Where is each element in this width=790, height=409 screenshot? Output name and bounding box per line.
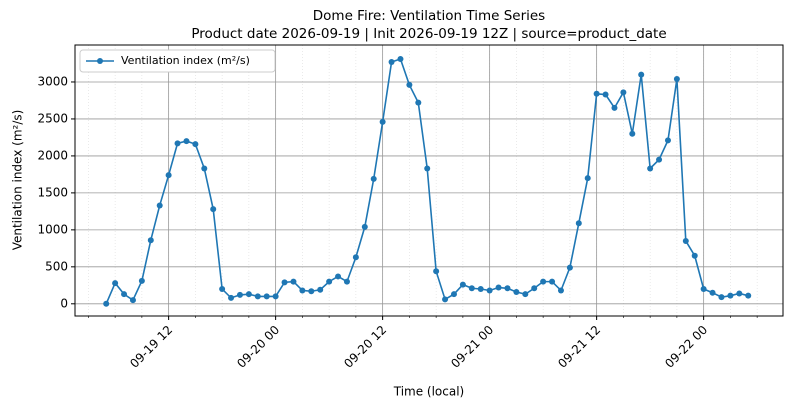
data-point <box>326 278 333 285</box>
data-point <box>138 277 145 284</box>
data-point <box>415 99 422 106</box>
data-point <box>575 220 582 227</box>
y-tick-label: 500 <box>45 259 68 273</box>
data-point <box>192 141 199 148</box>
data-point <box>272 293 279 300</box>
legend-box <box>79 49 276 73</box>
data-point <box>745 292 752 299</box>
data-point <box>290 278 297 285</box>
data-point <box>513 288 520 295</box>
y-tick-label: 1000 <box>37 222 68 236</box>
data-point <box>566 264 573 271</box>
data-point <box>468 285 475 292</box>
data-point <box>450 291 457 298</box>
data-point <box>156 202 163 209</box>
data-point <box>486 287 493 294</box>
data-point <box>664 137 671 144</box>
data-point <box>281 279 288 286</box>
y-tick-label: 2000 <box>37 148 68 162</box>
data-point <box>424 165 431 172</box>
data-point <box>682 237 689 244</box>
x-axis-label: Time (local) <box>393 385 465 399</box>
data-point <box>459 281 466 288</box>
data-point <box>245 291 252 298</box>
x-tick-label: 09-19 12 <box>127 323 175 371</box>
data-point <box>236 291 243 298</box>
data-point <box>299 287 306 294</box>
y-tick-label: 1500 <box>37 185 68 199</box>
x-tick-label: 09-20 00 <box>234 323 282 371</box>
data-point <box>379 118 386 125</box>
x-tick-label: 09-22 00 <box>662 323 710 371</box>
chart-title: Dome Fire: Ventilation Time Series <box>313 8 545 24</box>
y-tick-label: 2500 <box>37 111 68 125</box>
data-point <box>495 284 502 291</box>
data-point <box>370 175 377 182</box>
data-point <box>522 291 529 298</box>
data-point <box>183 138 190 145</box>
x-tick-label: 09-21 00 <box>448 323 496 371</box>
data-point <box>165 172 172 179</box>
data-point <box>647 165 654 172</box>
data-point <box>549 278 556 285</box>
data-point <box>147 237 154 244</box>
plot-frame <box>74 44 784 317</box>
data-point <box>477 286 484 293</box>
data-point <box>129 297 136 304</box>
data-point <box>442 296 449 303</box>
data-point <box>531 285 538 292</box>
data-point <box>673 76 680 83</box>
legend-label: Ventilation index (m²/s) <box>121 54 250 67</box>
data-point <box>602 91 609 98</box>
data-point <box>406 81 413 88</box>
data-point <box>112 280 119 287</box>
data-point <box>611 104 618 111</box>
x-tick-label: 09-21 12 <box>555 323 603 371</box>
data-point <box>352 254 359 261</box>
data-point <box>727 292 734 299</box>
data-point <box>433 268 440 275</box>
legend: Ventilation index (m²/s) <box>79 49 276 73</box>
data-point <box>343 278 350 285</box>
y-tick-label: 3000 <box>37 74 68 88</box>
x-tick-label: 09-20 12 <box>341 323 389 371</box>
data-point <box>201 165 208 172</box>
data-point <box>254 293 261 300</box>
data-point <box>593 90 600 97</box>
chart-subtitle: Product date 2026-09-19 | Init 2026-09-1… <box>191 26 666 42</box>
data-point <box>638 71 645 78</box>
data-point <box>736 290 743 297</box>
data-point <box>629 130 636 137</box>
data-point <box>121 291 128 298</box>
data-point <box>557 287 564 294</box>
data-point <box>263 293 270 300</box>
data-point <box>718 294 725 301</box>
data-point <box>219 286 226 293</box>
data-point <box>620 89 627 96</box>
data-point <box>361 223 368 230</box>
data-point <box>308 288 315 295</box>
data-point <box>388 59 395 66</box>
data-point <box>335 273 342 280</box>
y-axis-label: Ventilation index (m²/s) <box>11 110 25 251</box>
data-point <box>709 289 716 296</box>
legend-marker <box>97 58 103 64</box>
data-point <box>210 206 217 213</box>
data-point <box>700 286 707 293</box>
data-point <box>174 140 181 147</box>
data-point <box>540 278 547 285</box>
data-point <box>584 175 591 182</box>
data-point <box>228 294 235 301</box>
y-tick-label: 0 <box>60 296 68 310</box>
data-point <box>656 156 663 163</box>
data-point <box>317 286 324 293</box>
data-point <box>691 252 698 259</box>
data-point <box>103 300 110 307</box>
data-point <box>397 56 404 63</box>
data-point <box>504 285 511 292</box>
